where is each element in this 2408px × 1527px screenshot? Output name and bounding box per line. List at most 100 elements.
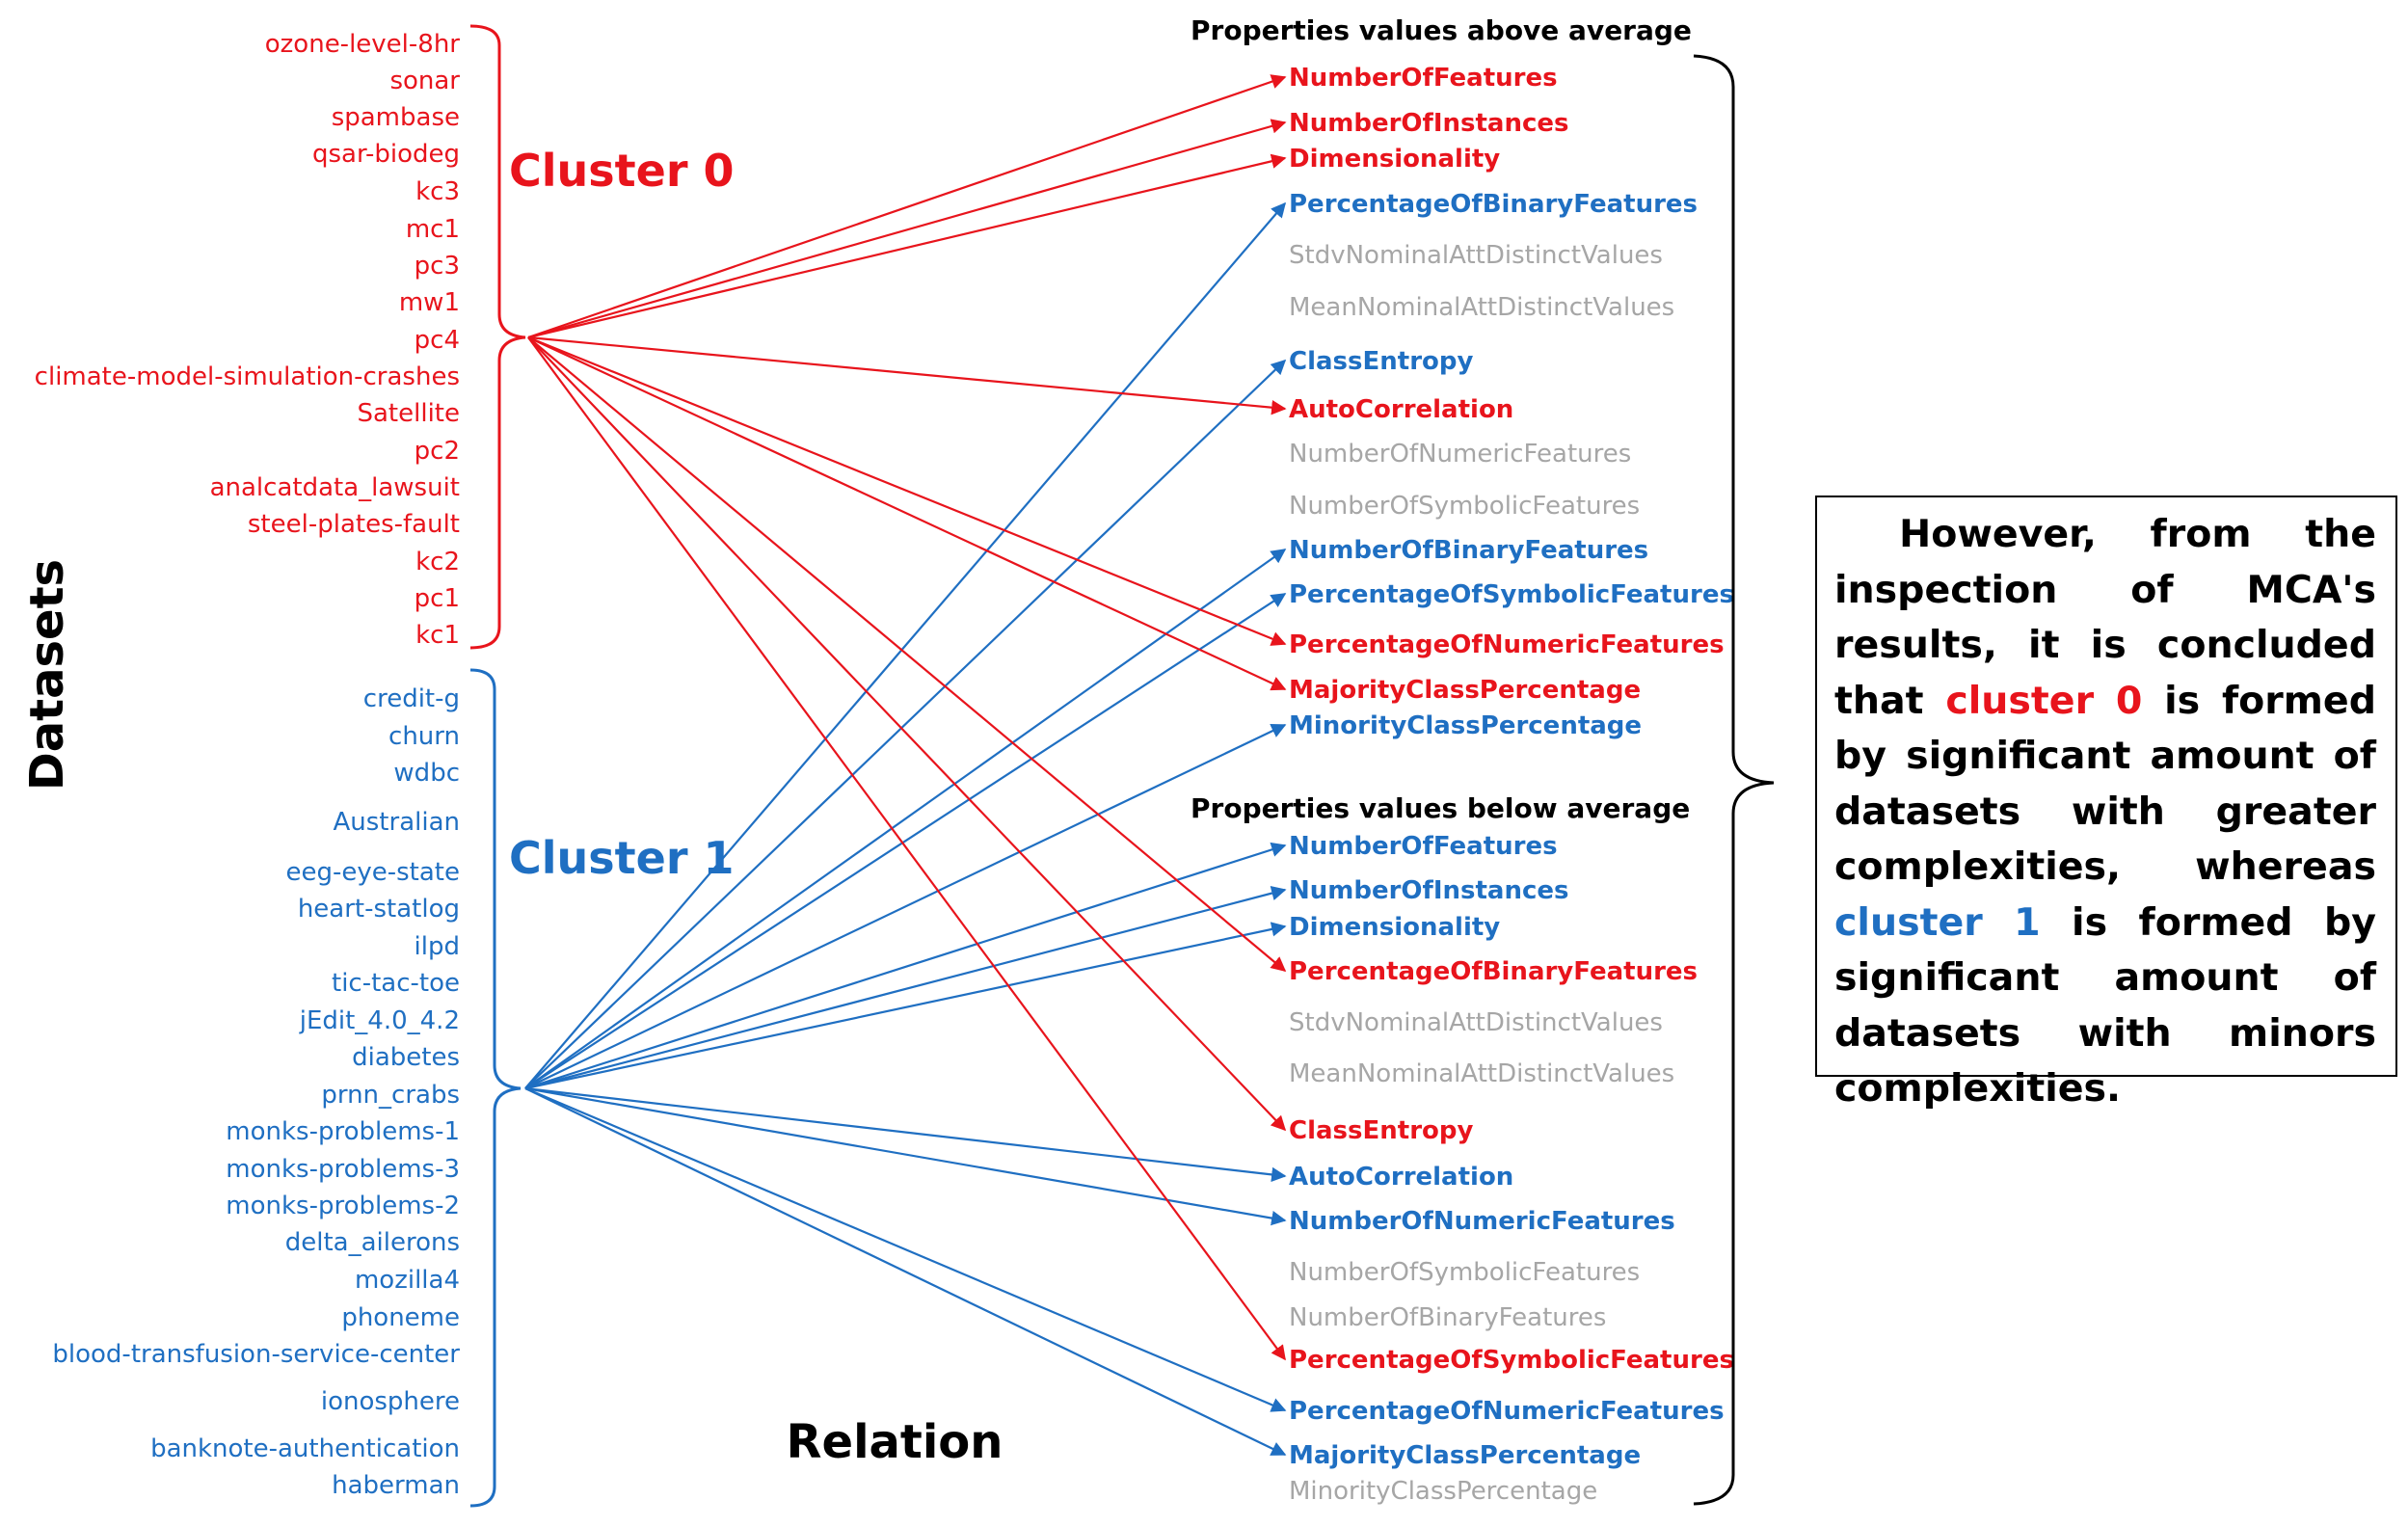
cluster0-dataset-13: analcatdata_lawsuit: [210, 473, 460, 502]
below-property-13: PercentageOfNumericFeatures: [1289, 1397, 1725, 1426]
cluster1-dataset-1: credit-g: [363, 684, 460, 713]
cluster0-dataset-11: Satellite: [358, 399, 461, 428]
cluster1-dataset-6: heart-statlog: [298, 895, 460, 924]
cluster0-label: Cluster 0: [509, 145, 735, 197]
relation-arrow-10: [527, 336, 1287, 691]
above-property-10: NumberOfSymbolicFeatures: [1289, 492, 1640, 521]
above-property-5: StdvNominalAttDistinctValues: [1289, 241, 1663, 270]
cluster1-dataset-8: tic-tac-toe: [332, 969, 460, 998]
cluster0-dataset-12: pc2: [415, 437, 460, 466]
relation-arrow-18: [524, 1086, 1287, 1226]
cluster1-dataset-14: monks-problems-2: [226, 1192, 460, 1220]
datasets-axis-label: Datasets: [20, 559, 74, 790]
cluster1-dataset-7: ilpd: [415, 932, 460, 961]
above-property-4: PercentageOfBinaryFeatures: [1289, 190, 1698, 219]
relation-arrow-4: [524, 201, 1287, 1089]
cluster0-dataset-4: qsar-biodeg: [312, 140, 460, 169]
relation-arrow-11: [524, 724, 1287, 1089]
relation-arrow-9: [527, 335, 1287, 646]
cluster0-dataset-1: ozone-level-8hr: [265, 30, 461, 59]
below-property-8: AutoCorrelation: [1289, 1163, 1513, 1192]
cluster1-dataset-10: diabetes: [352, 1043, 460, 1072]
above-property-9: NumberOfNumericFeatures: [1289, 440, 1631, 469]
above-property-6: MeanNominalAttDistinctValues: [1289, 293, 1674, 322]
cluster0-dataset-2: sonar: [389, 67, 460, 95]
relation-label: Relation: [787, 1415, 1003, 1469]
below-property-11: NumberOfBinaryFeatures: [1289, 1303, 1606, 1332]
cluster0-dataset-17: kc1: [415, 621, 460, 650]
relation-arrow-6: [527, 335, 1287, 415]
below-property-12: PercentageOfSymbolicFeatures: [1289, 1346, 1734, 1375]
above-property-13: PercentageOfNumericFeatures: [1289, 630, 1725, 659]
relation-arrow-21: [524, 1087, 1287, 1456]
relation-arrow-20: [524, 1086, 1287, 1412]
above-property-2: NumberOfInstances: [1289, 109, 1569, 138]
above-average-property-list: NumberOfFeatures NumberOfInstances Dimensi…: [1289, 64, 1734, 740]
relation-arrow-2: [527, 119, 1287, 339]
properties-brace: [1693, 54, 1775, 1506]
relation-arrow-8: [524, 593, 1287, 1089]
relation-arrows: [524, 74, 1287, 1456]
above-property-7: ClassEntropy: [1289, 347, 1473, 376]
cluster1-dataset-11: prnn_crabs: [321, 1081, 460, 1110]
cluster1-dataset-18: blood-transfusion-service-center: [52, 1340, 460, 1369]
cluster0-dataset-15: kc2: [415, 548, 460, 576]
cluster1-label: Cluster 1: [509, 832, 735, 884]
cluster0-brace: [469, 24, 526, 650]
relation-arrow-13: [524, 886, 1287, 1090]
cluster1-dataset-21: haberman: [332, 1471, 460, 1500]
cluster0-dataset-3: spambase: [332, 103, 460, 132]
cluster1-dataset-2: churn: [388, 722, 460, 751]
cluster1-dataset-9: jEdit_4.0_4.2: [299, 1006, 460, 1035]
relation-arrow-17: [524, 1086, 1287, 1183]
cluster1-dataset-16: mozilla4: [355, 1266, 460, 1295]
cluster0-dataset-16: pc1: [415, 584, 460, 613]
below-property-9: NumberOfNumericFeatures: [1289, 1207, 1675, 1236]
cluster1-dataset-19: ionosphere: [321, 1387, 460, 1416]
above-property-3: Dimensionality: [1289, 145, 1500, 174]
cluster1-dataset-list: credit-g churn wdbc Australian eeg-eye-state…: [52, 684, 460, 1500]
below-property-5: StdvNominalAttDistinctValues: [1289, 1008, 1663, 1037]
below-property-10: NumberOfSymbolicFeatures: [1289, 1258, 1640, 1287]
relation-arrow-15: [527, 336, 1287, 972]
cluster1-brace: [469, 668, 522, 1508]
cluster1-dataset-3: wdbc: [393, 759, 460, 788]
above-property-8: AutoCorrelation: [1289, 395, 1513, 424]
above-property-1: NumberOfFeatures: [1289, 64, 1558, 93]
relation-arrow-12: [524, 842, 1287, 1090]
cluster0-dataset-6: mc1: [406, 215, 460, 244]
below-property-4: PercentageOfBinaryFeatures: [1289, 957, 1698, 986]
cluster0-dataset-10: climate-model-simulation-crashes: [35, 362, 460, 391]
relation-arrow-16: [527, 336, 1287, 1132]
cluster0-dataset-9: pc4: [415, 326, 460, 355]
below-property-15: MinorityClassPercentage: [1289, 1477, 1597, 1506]
cluster1-dataset-12: monks-problems-1: [226, 1117, 460, 1146]
below-property-14: MajorityClassPercentage: [1289, 1441, 1641, 1470]
cluster0-dataset-list: ozone-level-8hr sonar spambase qsar-biodeg k…: [35, 30, 461, 650]
above-property-15: MinorityClassPercentage: [1289, 711, 1642, 740]
cluster0-dataset-5: kc3: [415, 177, 460, 206]
below-property-1: NumberOfFeatures: [1289, 832, 1558, 861]
relation-arrow-5: [524, 359, 1287, 1089]
cluster1-dataset-5: eeg-eye-state: [285, 858, 460, 887]
below-property-6: MeanNominalAttDistinctValues: [1289, 1059, 1674, 1088]
note-text-2: is formed by significant amount of datas…: [1834, 678, 2376, 890]
relation-arrow-19: [527, 336, 1286, 1361]
cluster1-dataset-13: monks-problems-3: [226, 1155, 460, 1184]
note-text-3: is formed by significant amount of datas…: [1834, 899, 2376, 1112]
relation-arrow-1: [527, 74, 1287, 339]
above-property-12: PercentageOfSymbolicFeatures: [1289, 580, 1734, 609]
below-property-2: NumberOfInstances: [1289, 876, 1569, 905]
cluster1-dataset-17: phoneme: [341, 1303, 460, 1332]
below-average-property-list: NumberOfFeatures NumberOfInstances Dimensi…: [1289, 832, 1734, 1506]
relation-arrow-7: [524, 549, 1287, 1089]
relation-arrow-3: [527, 153, 1287, 339]
below-property-7: ClassEntropy: [1289, 1116, 1473, 1145]
cluster0-dataset-7: pc3: [415, 252, 460, 281]
cluster1-dataset-15: delta_ailerons: [285, 1228, 460, 1257]
cluster1-dataset-4: Australian: [334, 808, 461, 837]
above-property-14: MajorityClassPercentage: [1289, 676, 1641, 705]
above-average-header: Properties values above average: [1191, 14, 1692, 46]
cluster1-dataset-20: banknote-authentication: [150, 1434, 460, 1463]
